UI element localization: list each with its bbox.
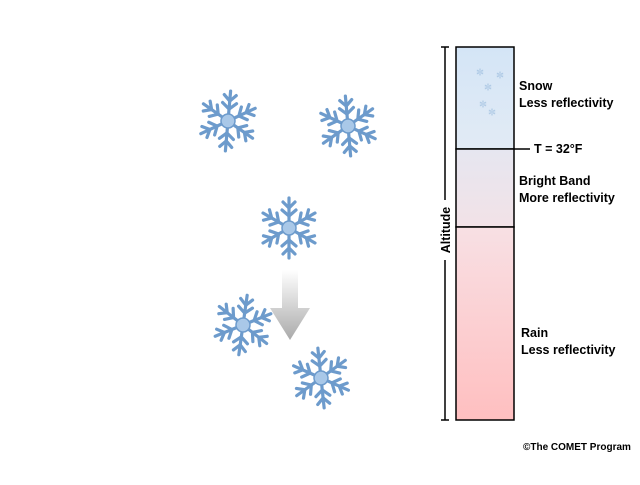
- snowflakes: [196, 89, 380, 411]
- freezing-label: T = 32°F: [534, 142, 583, 156]
- altitude-axis: [438, 46, 452, 421]
- zone-description: More reflectivity: [519, 191, 615, 205]
- credit: ©The COMET Program: [523, 442, 631, 453]
- fall-arrow: [270, 270, 310, 340]
- zone-name: Snow: [519, 79, 553, 93]
- zone-description: Less reflectivity: [521, 343, 616, 357]
- axis-label: Altitude: [439, 207, 453, 254]
- zone-description: Less reflectivity: [519, 96, 614, 110]
- column: [455, 46, 530, 421]
- zone-name: Bright Band: [519, 174, 591, 188]
- zone-name: Rain: [521, 326, 548, 340]
